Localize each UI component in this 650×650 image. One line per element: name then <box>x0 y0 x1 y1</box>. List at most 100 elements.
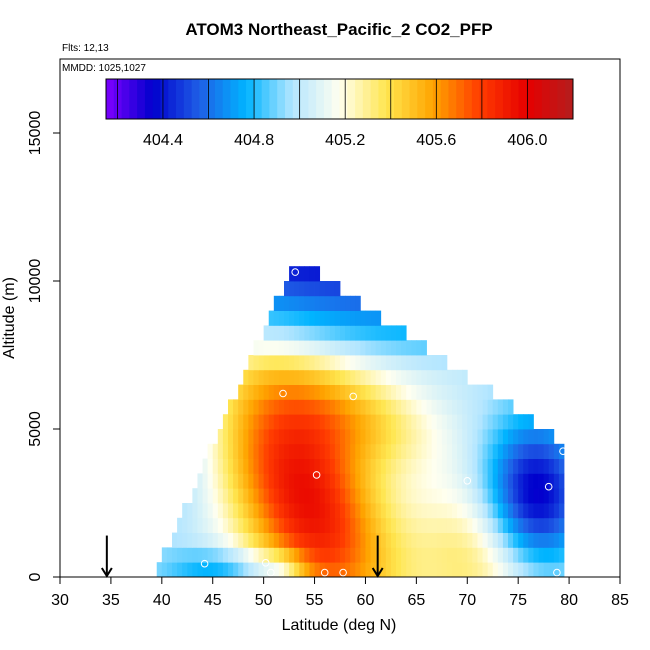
heatmap-cell <box>324 517 331 533</box>
heatmap-cell <box>487 443 494 459</box>
heatmap-cell <box>411 340 417 356</box>
heatmap-cell <box>284 281 290 297</box>
heatmap-cell <box>248 562 254 578</box>
heatmap-cell <box>426 369 433 385</box>
heatmap-cell <box>553 517 560 533</box>
colorbar-swatch <box>331 79 340 119</box>
heatmap-cell <box>436 517 443 533</box>
heatmap-cell <box>472 532 478 548</box>
heatmap-cell <box>441 369 448 385</box>
heatmap-cell <box>222 503 229 519</box>
heatmap-cell <box>375 414 382 430</box>
heatmap-cell <box>375 384 382 400</box>
heatmap-cell <box>396 369 402 385</box>
heatmap-cell <box>243 429 249 445</box>
heatmap-cell <box>528 517 534 533</box>
heatmap-cell <box>340 547 346 563</box>
heatmap-cell <box>462 443 468 459</box>
heatmap-cell <box>299 547 305 563</box>
heatmap-cell <box>390 325 397 341</box>
heatmap-cell <box>436 488 443 504</box>
heatmap-cell <box>273 399 280 415</box>
heatmap-cell <box>502 562 509 578</box>
heatmap-cell <box>385 414 392 430</box>
heatmap-cell <box>284 369 290 385</box>
heatmap-cell <box>248 488 254 504</box>
heatmap-cell <box>289 310 295 326</box>
heatmap-cell <box>360 443 366 459</box>
heatmap-cell <box>329 369 336 385</box>
heatmap-cell <box>329 503 336 519</box>
heatmap-cell <box>497 473 504 489</box>
heatmap-cell <box>411 517 417 533</box>
heatmap-cell <box>309 443 315 459</box>
heatmap-cell <box>365 414 371 430</box>
heatmap-cell <box>401 488 407 504</box>
heatmap-cell <box>319 340 326 356</box>
colorbar-swatch <box>440 79 449 119</box>
heatmap-cell <box>380 355 387 371</box>
colorbar-swatch <box>160 79 169 119</box>
heatmap-cell <box>350 562 356 578</box>
heatmap-cell <box>497 443 504 459</box>
colorbar-swatch <box>347 79 356 119</box>
heatmap-cell <box>238 443 244 459</box>
heatmap-cell <box>314 369 321 385</box>
heatmap-cell <box>528 488 534 504</box>
heatmap-cell <box>284 295 290 311</box>
heatmap-cell <box>197 473 203 489</box>
heatmap-cell <box>319 429 326 445</box>
heatmap-cell <box>396 562 402 578</box>
heatmap-cell <box>340 355 346 371</box>
heatmap-cell <box>268 547 275 563</box>
heatmap-cell <box>457 473 463 489</box>
heatmap-cell <box>299 325 305 341</box>
heatmap-cell <box>436 473 443 489</box>
heatmap-cell <box>212 443 219 459</box>
heatmap-cell <box>467 384 473 400</box>
heatmap-cell <box>523 532 529 548</box>
heatmap-cell <box>355 532 361 548</box>
heatmap-cell <box>492 562 499 578</box>
heatmap-cell <box>365 458 371 474</box>
heatmap-cell <box>207 517 214 533</box>
heatmap-cell <box>467 414 473 430</box>
heatmap-cell <box>228 562 234 578</box>
heatmap-cell <box>370 473 377 489</box>
heatmap-cell <box>309 473 315 489</box>
heatmap-cell <box>452 369 458 385</box>
sample-point <box>312 471 321 479</box>
heatmap-cell <box>324 355 331 371</box>
heatmap-cell <box>166 562 173 578</box>
heatmap-cell <box>268 532 275 548</box>
heatmap-cell <box>436 532 443 548</box>
heatmap-cell <box>436 443 443 459</box>
heatmap-cell <box>492 429 499 445</box>
heatmap-cell <box>334 473 341 489</box>
heatmap-cell <box>518 503 524 519</box>
colorbar-swatch <box>565 79 574 119</box>
heatmap-cell <box>355 458 361 474</box>
heatmap-cell <box>365 473 371 489</box>
heatmap-cell <box>360 310 366 326</box>
heatmap-cell <box>294 458 300 474</box>
heatmap-cell <box>406 473 412 489</box>
colorbar-swatch <box>495 79 504 119</box>
heatmap-cell <box>477 473 483 489</box>
heatmap-cell <box>375 310 382 326</box>
heatmap-cell <box>268 325 275 341</box>
heatmap-cell <box>319 355 326 371</box>
heatmap-cell <box>370 340 377 356</box>
colorbar-swatch <box>285 79 294 119</box>
heatmap-cell <box>182 503 188 519</box>
heatmap-cell <box>299 266 305 282</box>
heatmap-cell <box>360 488 366 504</box>
heatmap-cell <box>406 488 412 504</box>
heatmap-cell <box>487 384 494 400</box>
heatmap-cell <box>385 562 392 578</box>
heatmap-cell <box>457 503 463 519</box>
heatmap-cell <box>487 517 494 533</box>
heatmap-cell <box>370 369 377 385</box>
heatmap-cell <box>446 532 453 548</box>
heatmap-cell <box>319 384 326 400</box>
